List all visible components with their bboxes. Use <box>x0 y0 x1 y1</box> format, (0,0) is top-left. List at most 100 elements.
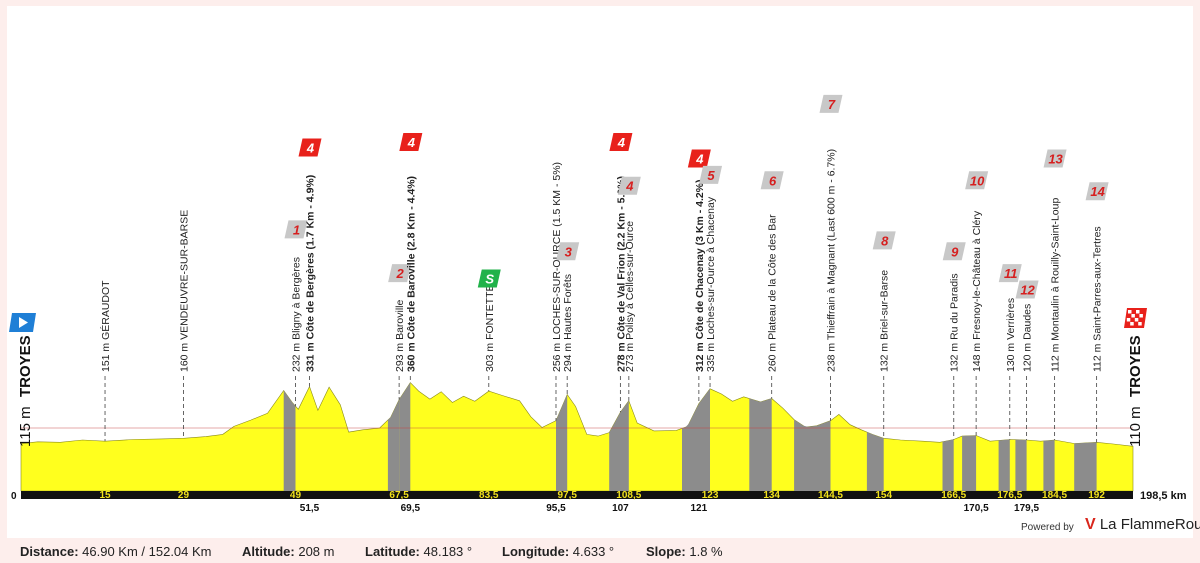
checker-square <box>1128 310 1132 314</box>
climb-segment-3 <box>399 382 411 491</box>
kom-badge <box>298 138 322 157</box>
start-km-label: 0 <box>11 491 17 502</box>
km-tick-label: 97,5 <box>557 490 577 501</box>
checker-square <box>1130 322 1134 326</box>
finish-town-label: TROYES <box>1127 335 1144 397</box>
distance-stat: Distance: 46.90 Km / 152.04 Km <box>20 544 212 559</box>
latitude-value: 48.183 ° <box>423 544 473 559</box>
climb-segment-5 <box>609 400 629 491</box>
sector-badge <box>760 171 784 190</box>
sector-badge <box>998 264 1022 283</box>
km-tick-label: 15 <box>99 490 111 501</box>
sector-badge-text: 1 <box>293 222 300 237</box>
km-tick-label: 49 <box>290 490 302 501</box>
km-tick-label-lower: 107 <box>612 503 629 514</box>
climb-segment-10 <box>942 439 954 491</box>
climb-segment-1 <box>283 390 296 491</box>
kom-badge <box>687 149 711 168</box>
flame-icon: V <box>1085 516 1096 533</box>
climb-segment-9 <box>866 432 884 491</box>
waypoint-label: 260 m Plateau de la Côte des Bar <box>767 214 779 372</box>
km-tick-label: 144,5 <box>818 490 843 501</box>
climb-segment-7 <box>749 398 772 491</box>
latitude-stat: Latitude: 48.183 ° <box>365 544 473 559</box>
kom-badge <box>399 133 423 152</box>
waypoint-label: 273 m Polisy à Celles-sur-Ource <box>624 221 636 372</box>
sector-badge-text: 13 <box>1048 151 1063 166</box>
km-tick-label-lower: 179,5 <box>1014 503 1039 514</box>
sector-badge-text: 3 <box>565 244 573 259</box>
sector-badge <box>617 176 641 195</box>
km-tick-label-lower: 69,5 <box>401 503 421 514</box>
sector-badge-text: 10 <box>970 173 985 188</box>
kom-badge-text: 4 <box>617 135 626 150</box>
altitude-value: 208 m <box>298 544 335 559</box>
waypoint-label: 331 m Côte de Bergères (1.7 Km - 4.9%) <box>305 175 317 372</box>
waypoint-label: 335 m Loches-sur-Ource à Chacenay <box>705 196 717 372</box>
km-tick-label-lower: 95,5 <box>546 503 566 514</box>
km-tick-label: 176,5 <box>997 490 1022 501</box>
km-tick-label: 192 <box>1088 490 1105 501</box>
sprint-badge-text: S <box>485 272 494 287</box>
waypoint-label: 238 m Thieffrain à Magnant (Last 600 m -… <box>825 149 837 372</box>
sector-badge <box>1085 182 1109 201</box>
sector-badge <box>1043 149 1067 168</box>
finish-altitude-label: 110 m <box>1127 406 1144 447</box>
sector-badge <box>699 165 723 184</box>
brand-logo[interactable]: V La FlammeRouge <box>1085 516 1200 534</box>
sector-badge <box>872 231 896 250</box>
start-town-label: TROYES <box>17 335 34 397</box>
waypoint-label: 232 m Bligny à Bergères <box>290 257 302 372</box>
climb-segment-15 <box>1074 442 1097 491</box>
waypoint-label: 160 m VENDEUVRE-SUR-BARSE <box>178 210 190 372</box>
slope-value: 1.8 % <box>689 544 723 559</box>
start-altitude-label: 115 m <box>17 406 34 447</box>
km-tick-label: 67,5 <box>389 490 409 501</box>
sector-badge-text: 4 <box>625 179 634 194</box>
waypoint-label: 130 m Verrières <box>1005 298 1017 372</box>
waypoint-label: 293 m Baroville <box>394 299 406 372</box>
km-tick-label: 154 <box>875 490 892 501</box>
km-tick-label-lower: 170,5 <box>964 503 989 514</box>
waypoint-label: 112 m Saint-Parres-aux-Tertres <box>1092 226 1104 372</box>
sprint-badge <box>477 269 501 288</box>
kom-badge <box>609 133 633 152</box>
sector-badge-text: 12 <box>1020 282 1035 297</box>
climb-segment-8 <box>794 419 831 491</box>
climb-segment-11 <box>962 435 977 491</box>
waypoint-label: 148 m Fresnoy-le-Château à Cléry <box>971 210 983 372</box>
climb-segment-13 <box>1015 439 1027 491</box>
km-tick-label-lower: 121 <box>691 503 708 514</box>
checker-square <box>1134 318 1139 322</box>
kom-badge-text: 4 <box>407 135 416 150</box>
longitude-stat: Longitude: 4.633 ° <box>502 544 615 559</box>
km-tick-label: 166,5 <box>941 490 966 501</box>
km-tick-label: 184,5 <box>1042 490 1067 501</box>
sector-badge <box>942 242 966 261</box>
cursor-status-bar: Distance: 46.90 Km / 152.04 Km Altitude:… <box>0 540 1200 563</box>
brand-name: La FlammeRouge <box>1099 516 1200 533</box>
climb-segment-6 <box>682 388 710 491</box>
altitude-stat: Altitude: 208 m <box>242 544 335 559</box>
sector-badge-text: 7 <box>828 97 836 112</box>
profile-area <box>20 382 1134 492</box>
checker-square <box>1138 322 1142 326</box>
sector-badge-text: 5 <box>707 168 715 183</box>
waypoint-label: 360 m Côte de Baroville (2.8 Km - 4.4%) <box>405 176 417 372</box>
climb-segment-12 <box>998 439 1010 491</box>
sector-badge <box>284 220 308 239</box>
sector-badge <box>556 242 580 261</box>
waypoint-label: 256 m LOCHES-SUR-OURCE (1.5 KM - 5%) <box>551 162 563 372</box>
sector-badge <box>819 94 843 113</box>
checker-square <box>1139 314 1143 318</box>
start-arrow-icon <box>19 317 28 328</box>
powered-by-label: Powered by <box>1021 522 1074 533</box>
sector-badge-text: 14 <box>1090 184 1105 199</box>
sector-badge-text: 8 <box>881 233 889 248</box>
sector-badge <box>965 171 989 190</box>
total-distance-label: 198,5 km <box>1140 490 1187 502</box>
sector-badge <box>388 264 412 283</box>
slope-stat: Slope: 1.8 % <box>646 544 723 559</box>
